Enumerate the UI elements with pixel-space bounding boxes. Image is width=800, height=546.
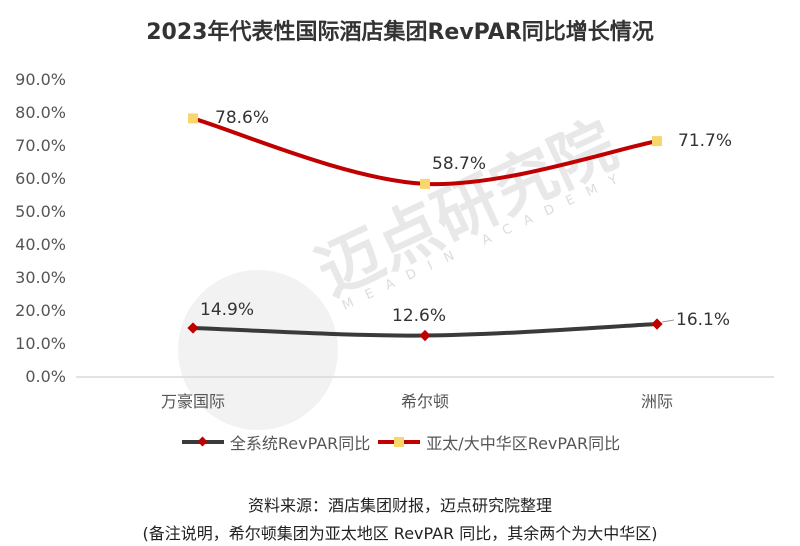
y-tick: 60.0% xyxy=(15,169,66,188)
remark-note: (备注说明，希尔顿集团为亚太地区 RevPAR 同比，其余两个为大中华区) xyxy=(142,524,658,543)
data-label: 12.6% xyxy=(392,306,447,326)
legend-item-apac[interactable]: 亚太/大中华区RevPAR同比 xyxy=(376,430,620,454)
data-label: 78.6% xyxy=(215,108,270,128)
y-tick: 70.0% xyxy=(15,136,66,155)
y-tick: 90.0% xyxy=(15,70,66,89)
x-tick: 万豪国际 xyxy=(160,392,226,411)
y-tick: 40.0% xyxy=(15,235,66,254)
data-point-marker xyxy=(419,329,431,342)
legend-diamond-line-icon xyxy=(181,436,224,447)
y-tick: 80.0% xyxy=(15,103,66,122)
legend-item-system[interactable]: 全系统RevPAR同比 xyxy=(180,430,370,454)
x-tick: 洲际 xyxy=(640,392,674,411)
data-point-marker xyxy=(187,322,199,334)
leader-line xyxy=(661,319,675,323)
y-tick: 30.0% xyxy=(15,268,66,287)
source-note: 资料来源：酒店集团财报，迈点研究院整理 xyxy=(247,496,552,515)
legend-square-line-icon xyxy=(378,437,421,447)
legend-label: 全系统RevPAR同比 xyxy=(229,434,371,453)
chart-title: 2023年代表性国际酒店集团RevPAR同比增长情况 xyxy=(146,20,654,45)
data-point-marker xyxy=(652,136,662,147)
data-point-marker xyxy=(420,178,430,189)
data-label: 16.1% xyxy=(676,310,731,330)
legend: 全系统RevPAR同比 亚太/大中华区RevPAR同比 xyxy=(0,430,800,454)
data-label: 71.7% xyxy=(678,131,733,151)
y-tick: 20.0% xyxy=(15,301,66,320)
y-tick: 50.0% xyxy=(15,202,66,221)
data-label: 58.7% xyxy=(432,154,487,174)
legend-label: 亚太/大中华区RevPAR同比 xyxy=(426,434,621,453)
data-point-marker xyxy=(651,318,663,330)
data-point-marker xyxy=(188,113,198,124)
x-tick: 希尔顿 xyxy=(400,392,450,411)
data-label: 14.9% xyxy=(200,300,255,320)
series-apac-line xyxy=(192,116,658,187)
y-tick: 10.0% xyxy=(15,334,66,353)
y-tick: 0.0% xyxy=(25,367,66,386)
